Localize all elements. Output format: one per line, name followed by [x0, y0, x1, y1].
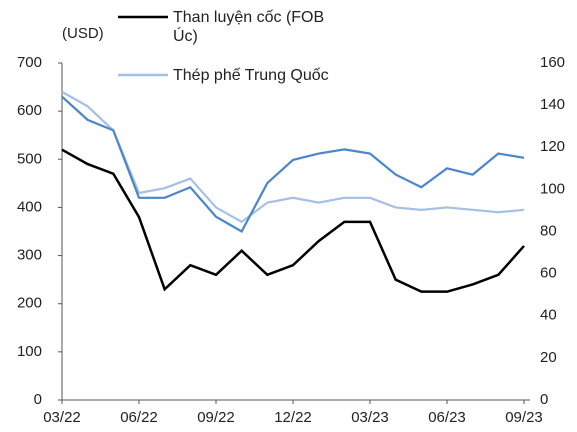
y2-tick-label: 160 [540, 54, 565, 71]
x-tick-label: 06/23 [428, 409, 466, 426]
x-tick-label: 09/23 [505, 409, 543, 426]
x-tick-label: 12/22 [274, 409, 312, 426]
y-tick-label: 200 [17, 295, 42, 312]
y-axis-label: (USD) [62, 25, 104, 42]
y-tick-label: 100 [17, 343, 42, 360]
x-tick-label: 09/22 [197, 409, 235, 426]
series-line [61, 95, 525, 234]
y2-tick-label: 0 [540, 391, 548, 408]
y2-tick-label: 40 [540, 307, 557, 324]
y-tick-label: 400 [17, 198, 42, 215]
y-tick-label: 0 [34, 391, 42, 408]
y2-tick-label: 100 [540, 180, 565, 197]
series-line [61, 90, 525, 224]
y2-tick-label: 80 [540, 222, 557, 239]
y2-tick-label: 60 [540, 265, 557, 282]
x-tick-label: 06/22 [120, 409, 158, 426]
x-tick-label: 03/22 [43, 409, 81, 426]
y-tick-label: 500 [17, 150, 42, 167]
series-line [61, 148, 525, 293]
legend-label: Thép phế Trung Quốc [173, 67, 329, 84]
y-tick-label: 700 [17, 54, 42, 71]
y2-tick-label: 140 [540, 96, 565, 113]
legend-label: Than luyện cốc (FOB Úc) [173, 9, 325, 45]
y-tick-label: 600 [17, 102, 42, 119]
y2-tick-label: 20 [540, 349, 557, 366]
y2-tick-label: 120 [540, 138, 565, 155]
y-tick-label: 300 [17, 247, 42, 264]
x-tick-label: 03/23 [351, 409, 389, 426]
